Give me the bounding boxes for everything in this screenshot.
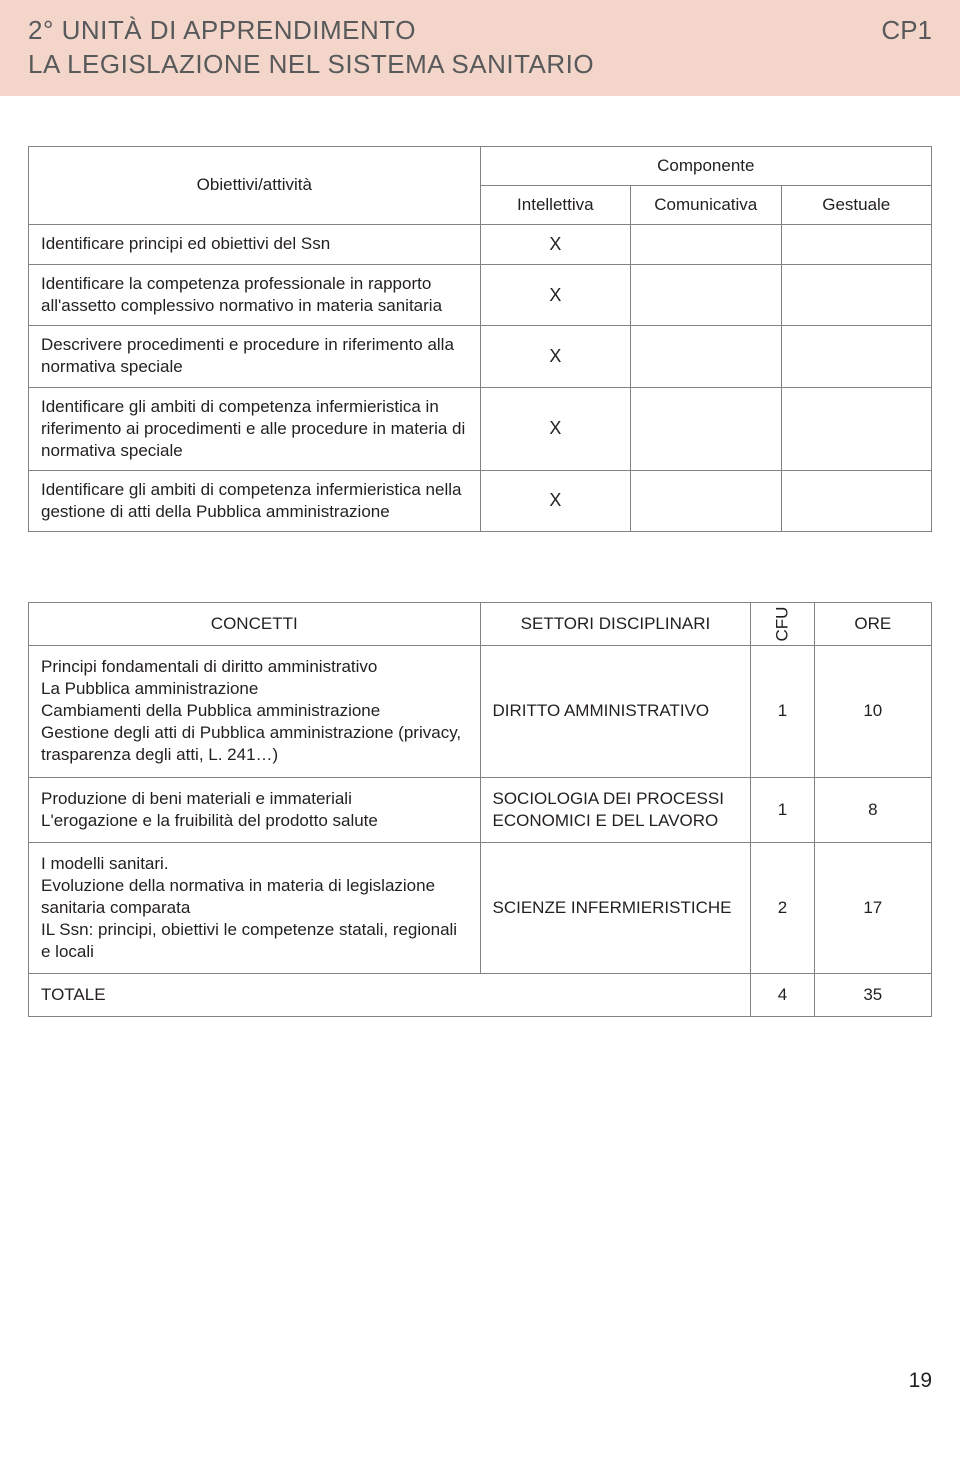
unit-title-block: 2° UNITÀ DI APPRENDIMENTO LA LEGISLAZION… [28, 14, 594, 82]
table-row: I modelli sanitari. Evoluzione della nor… [29, 842, 932, 973]
mark-cell [781, 470, 932, 531]
table-row: Identificare la competenza professionale… [29, 265, 932, 326]
objective-label: Identificare la competenza professionale… [29, 265, 481, 326]
objectives-table: Obiettivi/attività Componente Intelletti… [28, 146, 932, 532]
mark-cell: X [480, 470, 630, 531]
mark-cell [781, 224, 932, 264]
settori-cell: SOCIOLOGIA DEI PROCESSI ECONOMICI E DEL … [480, 777, 751, 842]
table-row: Principi fondamentali di diritto amminis… [29, 646, 932, 777]
mark-cell [781, 326, 932, 387]
page-content: Obiettivi/attività Componente Intelletti… [0, 96, 960, 1018]
mark-cell [631, 265, 781, 326]
settori-cell: SCIENZE INFERMIERISTICHE [480, 842, 751, 973]
mark-cell [631, 326, 781, 387]
table-row: Descrivere procedimenti e procedure in r… [29, 326, 932, 387]
mark-cell [631, 224, 781, 264]
total-label: TOTALE [29, 974, 751, 1017]
total-row: TOTALE 4 35 [29, 974, 932, 1017]
concetti-cell: Principi fondamentali di diritto amminis… [29, 646, 481, 777]
col-intellettiva: Intellettiva [480, 185, 630, 224]
page-number: 19 [0, 1017, 960, 1414]
total-cfu: 4 [751, 974, 814, 1017]
mark-cell [781, 265, 932, 326]
concetti-cell: I modelli sanitari. Evoluzione della nor… [29, 842, 481, 973]
cfu-cell: 2 [751, 842, 814, 973]
settori-header: SETTORI DISCIPLINARI [480, 603, 751, 646]
mark-cell [631, 470, 781, 531]
component-header: Componente [480, 146, 931, 185]
concepts-table: CONCETTI SETTORI DISCIPLINARI CFU ORE Pr… [28, 602, 932, 1017]
unit-number: 2° UNITÀ DI APPRENDIMENTO [28, 14, 594, 48]
unit-code: CP1 [881, 14, 932, 48]
ore-header: ORE [814, 603, 931, 646]
col-comunicativa: Comunicativa [631, 185, 781, 224]
objective-label: Identificare gli ambiti di competenza in… [29, 387, 481, 470]
ore-cell: 10 [814, 646, 931, 777]
settori-cell: DIRITTO AMMINISTRATIVO [480, 646, 751, 777]
concetti-header: CONCETTI [29, 603, 481, 646]
objectives-header: Obiettivi/attività [29, 146, 481, 224]
ore-cell: 17 [814, 842, 931, 973]
col-gestuale: Gestuale [781, 185, 932, 224]
unit-topic: LA LEGISLAZIONE NEL SISTEMA SANITARIO [28, 48, 594, 82]
unit-header: 2° UNITÀ DI APPRENDIMENTO LA LEGISLAZION… [0, 0, 960, 96]
cfu-cell: 1 [751, 646, 814, 777]
mark-cell [631, 387, 781, 470]
table-row: Identificare gli ambiti di competenza in… [29, 470, 932, 531]
cfu-header: CFU [751, 603, 814, 646]
mark-cell: X [480, 265, 630, 326]
table-row: Identificare gli ambiti di competenza in… [29, 387, 932, 470]
total-ore: 35 [814, 974, 931, 1017]
mark-cell: X [480, 387, 630, 470]
cfu-cell: 1 [751, 777, 814, 842]
mark-cell [781, 387, 932, 470]
table-row: Produzione di beni materiali e immateria… [29, 777, 932, 842]
objective-label: Identificare gli ambiti di competenza in… [29, 470, 481, 531]
table-row: Identificare principi ed obiettivi del S… [29, 224, 932, 264]
ore-cell: 8 [814, 777, 931, 842]
concetti-cell: Produzione di beni materiali e immateria… [29, 777, 481, 842]
mark-cell: X [480, 326, 630, 387]
objective-label: Descrivere procedimenti e procedure in r… [29, 326, 481, 387]
objective-label: Identificare principi ed obiettivi del S… [29, 224, 481, 264]
mark-cell: X [480, 224, 630, 264]
